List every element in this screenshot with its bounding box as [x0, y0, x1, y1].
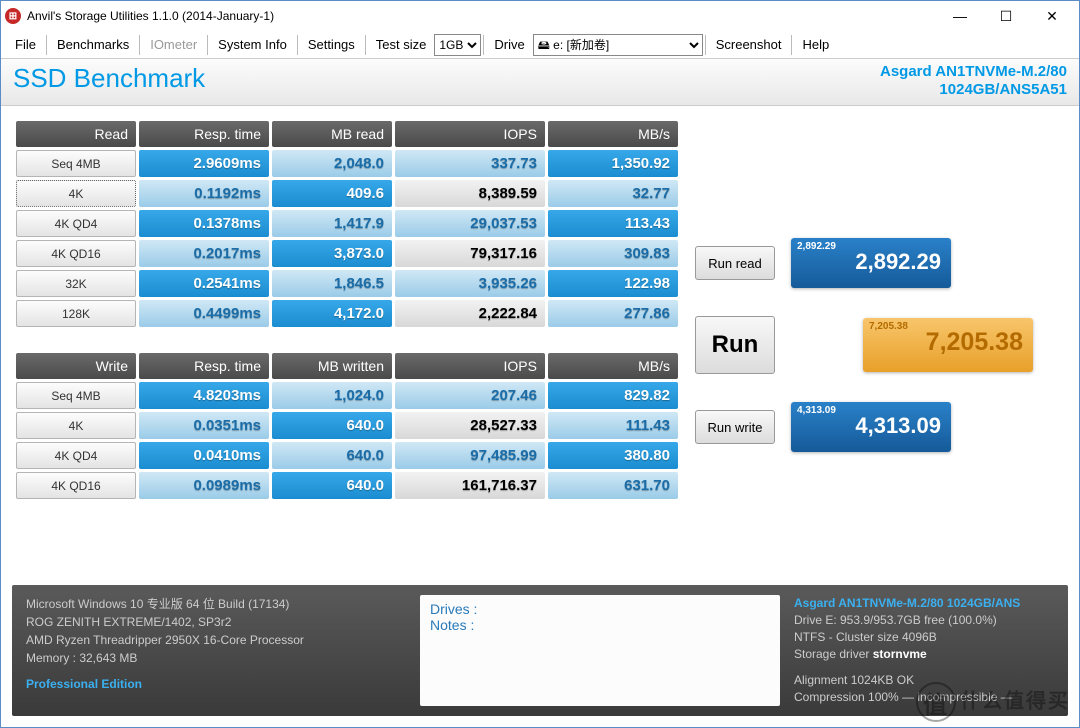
table-row: Seq 4MB4.8203ms1,024.0207.46829.82	[16, 382, 678, 409]
row-label[interactable]: 4K	[16, 180, 136, 207]
page-title: SSD Benchmark	[13, 63, 205, 94]
resp-time: 0.0351ms	[139, 412, 269, 439]
iops-value: 161,716.37	[395, 472, 545, 499]
mb-value: 640.0	[272, 472, 392, 499]
mb-value: 640.0	[272, 412, 392, 439]
window-title: Anvil's Storage Utilities 1.1.0 (2014-Ja…	[27, 9, 937, 23]
menu-iometer: IOmeter	[142, 33, 205, 56]
mb-value: 409.6	[272, 180, 392, 207]
app-icon: ⊞	[5, 8, 21, 24]
iops-value: 8,389.59	[395, 180, 545, 207]
close-button[interactable]: ✕	[1029, 1, 1075, 31]
mbs-value: 829.82	[548, 382, 678, 409]
resp-time: 0.4499ms	[139, 300, 269, 327]
mbs-value: 309.83	[548, 240, 678, 267]
resp-time: 2.9609ms	[139, 150, 269, 177]
menu-help[interactable]: Help	[794, 33, 837, 56]
mb-value: 1,417.9	[272, 210, 392, 237]
iops-value: 2,222.84	[395, 300, 545, 327]
menu-benchmarks[interactable]: Benchmarks	[49, 33, 137, 56]
menu-sysinfo[interactable]: System Info	[210, 33, 295, 56]
menubar: File Benchmarks IOmeter System Info Sett…	[1, 31, 1079, 59]
row-label[interactable]: Seq 4MB	[16, 150, 136, 177]
maximize-button[interactable]: ☐	[983, 1, 1029, 31]
mbs-value: 122.98	[548, 270, 678, 297]
mb-value: 640.0	[272, 442, 392, 469]
menu-screenshot[interactable]: Screenshot	[708, 33, 790, 56]
table-row: 4K QD160.0989ms640.0161,716.37631.70	[16, 472, 678, 499]
testsize-label: Test size	[368, 33, 435, 56]
menu-file[interactable]: File	[7, 33, 44, 56]
iops-value: 97,485.99	[395, 442, 545, 469]
controls: Run read 2,892.29 2,892.29 Run 7,205.38 …	[695, 118, 1033, 502]
menu-settings[interactable]: Settings	[300, 33, 363, 56]
row-label[interactable]: 4K QD16	[16, 472, 136, 499]
run-write-button[interactable]: Run write	[695, 410, 775, 444]
mbs-value: 1,350.92	[548, 150, 678, 177]
mb-value: 3,873.0	[272, 240, 392, 267]
write-score: 4,313.09 4,313.09	[791, 402, 951, 452]
resp-time: 0.0989ms	[139, 472, 269, 499]
resp-time: 0.2017ms	[139, 240, 269, 267]
watermark: 值什么值得买	[916, 682, 1070, 722]
iops-value: 337.73	[395, 150, 545, 177]
iops-value: 3,935.26	[395, 270, 545, 297]
mb-value: 2,048.0	[272, 150, 392, 177]
device-info: Asgard AN1TNVMe-M.2/80 1024GB/ANS5A51	[880, 63, 1067, 99]
mbs-value: 111.43	[548, 412, 678, 439]
resp-time: 0.0410ms	[139, 442, 269, 469]
table-row: Seq 4MB2.9609ms2,048.0337.731,350.92	[16, 150, 678, 177]
row-label[interactable]: 4K QD16	[16, 240, 136, 267]
table-row: 32K0.2541ms1,846.53,935.26122.98	[16, 270, 678, 297]
mbs-value: 32.77	[548, 180, 678, 207]
system-info: Microsoft Windows 10 专业版 64 位 Build (171…	[26, 595, 406, 706]
write-table: Write Resp. time MB written IOPS MB/s Se…	[13, 350, 681, 502]
iops-value: 207.46	[395, 382, 545, 409]
row-label[interactable]: 4K QD4	[16, 210, 136, 237]
row-label[interactable]: 4K	[16, 412, 136, 439]
row-label[interactable]: Seq 4MB	[16, 382, 136, 409]
row-label[interactable]: 4K QD4	[16, 442, 136, 469]
resp-time: 0.2541ms	[139, 270, 269, 297]
table-row: 128K0.4499ms4,172.02,222.84277.86	[16, 300, 678, 327]
mbs-value: 113.43	[548, 210, 678, 237]
iops-value: 28,527.33	[395, 412, 545, 439]
mbs-value: 631.70	[548, 472, 678, 499]
table-row: 4K0.1192ms409.68,389.5932.77	[16, 180, 678, 207]
drive-label: Drive	[486, 33, 532, 56]
table-row: 4K0.0351ms640.028,527.33111.43	[16, 412, 678, 439]
read-score: 2,892.29 2,892.29	[791, 238, 951, 288]
drive-select[interactable]: 🖴 e: [新加卷]	[533, 34, 703, 56]
table-row: 4K QD40.1378ms1,417.929,037.53113.43	[16, 210, 678, 237]
table-row: 4K QD40.0410ms640.097,485.99380.80	[16, 442, 678, 469]
resp-time: 4.8203ms	[139, 382, 269, 409]
read-table: Read Resp. time MB read IOPS MB/s Seq 4M…	[13, 118, 681, 330]
titlebar: ⊞ Anvil's Storage Utilities 1.1.0 (2014-…	[1, 1, 1079, 31]
notes-panel: Drives : Notes :	[420, 595, 780, 706]
resp-time: 0.1378ms	[139, 210, 269, 237]
row-label[interactable]: 32K	[16, 270, 136, 297]
run-read-button[interactable]: Run read	[695, 246, 775, 280]
total-score: 7,205.38 7,205.38	[863, 318, 1033, 372]
iops-value: 79,317.16	[395, 240, 545, 267]
table-row: 4K QD160.2017ms3,873.079,317.16309.83	[16, 240, 678, 267]
run-button[interactable]: Run	[695, 316, 775, 374]
row-label[interactable]: 128K	[16, 300, 136, 327]
resp-time: 0.1192ms	[139, 180, 269, 207]
minimize-button[interactable]: —	[937, 1, 983, 31]
mb-value: 1,024.0	[272, 382, 392, 409]
mb-value: 4,172.0	[272, 300, 392, 327]
iops-value: 29,037.53	[395, 210, 545, 237]
header: SSD Benchmark Asgard AN1TNVMe-M.2/80 102…	[1, 59, 1079, 106]
testsize-select[interactable]: 1GB	[434, 34, 481, 56]
mbs-value: 277.86	[548, 300, 678, 327]
footer: Microsoft Windows 10 专业版 64 位 Build (171…	[12, 585, 1068, 716]
mb-value: 1,846.5	[272, 270, 392, 297]
mbs-value: 380.80	[548, 442, 678, 469]
